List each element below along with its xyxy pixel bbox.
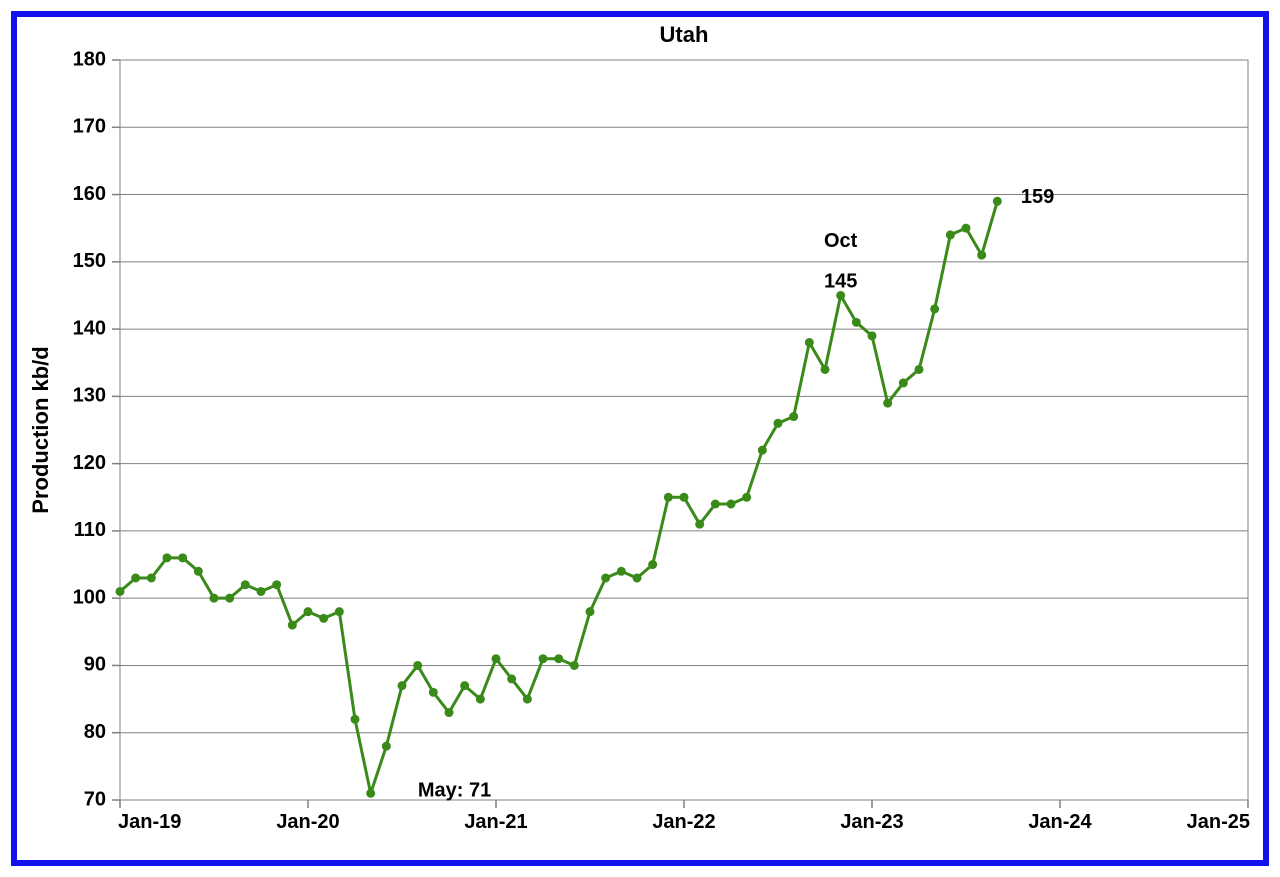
data-point <box>147 574 156 583</box>
data-point <box>993 197 1002 206</box>
data-point <box>523 695 532 704</box>
x-tick-label: Jan-21 <box>464 811 527 833</box>
y-tick-label: 150 <box>73 250 106 272</box>
data-point <box>272 580 281 589</box>
x-tick-label: Jan-25 <box>1187 811 1250 833</box>
data-point <box>225 594 234 603</box>
data-point <box>539 654 548 663</box>
data-point <box>116 587 125 596</box>
data-point <box>554 654 563 663</box>
data-point <box>570 661 579 670</box>
data-point <box>304 607 313 616</box>
data-point <box>288 621 297 630</box>
data-point <box>680 493 689 502</box>
data-point <box>633 574 642 583</box>
data-point <box>695 520 704 529</box>
data-point <box>586 607 595 616</box>
data-point <box>413 661 422 670</box>
y-tick-label: 100 <box>73 586 106 608</box>
chart-title: Utah <box>660 22 709 47</box>
annotation-label: Oct <box>824 230 858 252</box>
y-tick-label: 130 <box>73 385 106 407</box>
y-axis-label: Production kb/d <box>28 346 53 513</box>
utah-production-chart: 70 80 90 100 110 120 130 140 150 160 170 180 Jan-19 J… <box>0 0 1280 877</box>
data-point <box>915 365 924 374</box>
data-point <box>899 378 908 387</box>
data-point <box>664 493 673 502</box>
data-point <box>774 419 783 428</box>
chart-frame: 70 80 90 100 110 120 130 140 150 160 170 180 Jan-19 J… <box>0 0 1280 877</box>
data-point <box>131 574 140 583</box>
data-point <box>836 291 845 300</box>
y-tick-label: 170 <box>73 116 106 138</box>
data-point <box>852 318 861 327</box>
y-tick-label: 180 <box>73 48 106 70</box>
data-point <box>868 331 877 340</box>
data-point <box>178 553 187 562</box>
data-point <box>476 695 485 704</box>
y-tick-label: 80 <box>84 721 106 743</box>
data-point <box>711 500 720 509</box>
data-point <box>805 338 814 347</box>
x-tick-label: Jan-24 <box>1028 811 1092 833</box>
y-tick-label: 110 <box>74 519 106 541</box>
data-point <box>507 674 516 683</box>
data-point <box>241 580 250 589</box>
data-point <box>492 654 501 663</box>
data-point <box>930 304 939 313</box>
data-point <box>648 560 657 569</box>
y-tick-label: 140 <box>73 317 106 339</box>
x-tick-label: Jan-22 <box>652 811 715 833</box>
data-point <box>335 607 344 616</box>
annotation-label: 159 <box>1021 186 1054 208</box>
data-point <box>742 493 751 502</box>
data-point <box>789 412 798 421</box>
data-point <box>821 365 830 374</box>
data-point <box>617 567 626 576</box>
data-point <box>210 594 219 603</box>
data-point <box>366 789 375 798</box>
y-tick-label: 90 <box>84 654 106 676</box>
data-point <box>977 251 986 260</box>
data-point <box>460 681 469 690</box>
data-point <box>319 614 328 623</box>
x-tick-label: Jan-23 <box>840 811 903 833</box>
data-point <box>758 446 767 455</box>
data-point <box>445 708 454 717</box>
data-point <box>946 230 955 239</box>
data-point <box>601 574 610 583</box>
data-point <box>883 399 892 408</box>
y-tick-label: 70 <box>84 788 106 810</box>
data-point <box>398 681 407 690</box>
data-point <box>382 742 391 751</box>
data-point <box>429 688 438 697</box>
data-point <box>727 500 736 509</box>
x-tick-label: Jan-19 <box>118 811 181 833</box>
data-point <box>962 224 971 233</box>
annotation-label: May: 71 <box>418 780 491 802</box>
y-tick-label: 160 <box>73 183 106 205</box>
annotation-label: 145 <box>824 270 857 292</box>
x-tick-label: Jan-20 <box>276 811 339 833</box>
plot-area <box>120 60 1248 800</box>
data-point <box>163 553 172 562</box>
data-point <box>257 587 266 596</box>
data-point <box>194 567 203 576</box>
y-tick-label: 120 <box>73 452 106 474</box>
data-point <box>351 715 360 724</box>
